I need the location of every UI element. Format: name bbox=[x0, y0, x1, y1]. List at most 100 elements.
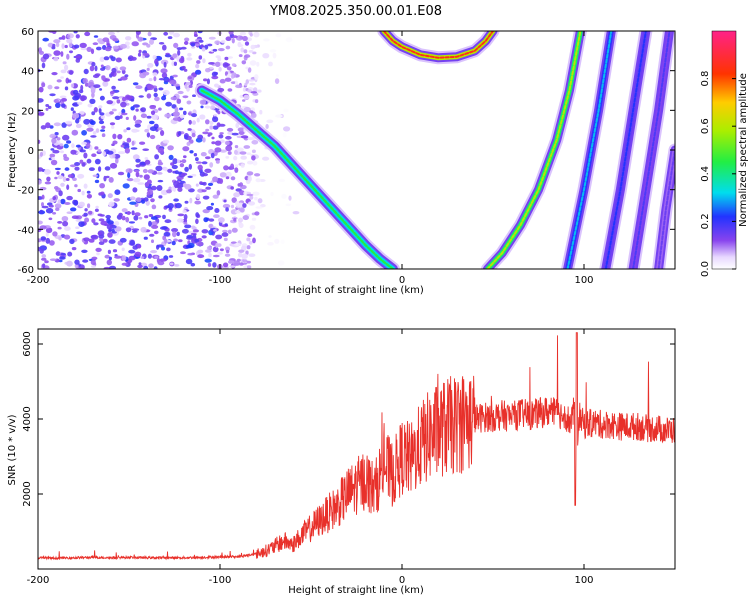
heatmap-noise-cell bbox=[156, 185, 163, 191]
heatmap-noise-cell bbox=[268, 235, 272, 238]
heatmap-noise-cell bbox=[281, 193, 287, 199]
heatmap-noise-cell bbox=[247, 233, 253, 237]
heatmap-noise-cell bbox=[205, 249, 212, 253]
heatmap-noise-cell bbox=[158, 42, 165, 45]
heatmap-noise-cell bbox=[139, 174, 143, 178]
heatmap-noise-cell bbox=[146, 43, 151, 48]
heatmap-noise-cell bbox=[127, 172, 131, 179]
heatmap-noise-cell bbox=[178, 239, 183, 243]
heatmap-noise-cell bbox=[72, 177, 77, 181]
colorbar-tick-label: 0.2 bbox=[700, 213, 711, 229]
heatmap-noise-cell bbox=[160, 68, 168, 74]
heatmap-noise-cell bbox=[246, 260, 251, 264]
heatmap-noise-cell bbox=[83, 118, 91, 125]
heatmap-noise-cell bbox=[252, 237, 256, 244]
heatmap-noise-cell bbox=[96, 252, 100, 256]
heatmap-noise-cell bbox=[41, 82, 46, 88]
heatmap-noise-cell bbox=[95, 128, 100, 133]
heatmap-noise-cell bbox=[247, 175, 252, 182]
heatmap-noise-cell bbox=[81, 249, 88, 253]
heatmap-noise-cell bbox=[195, 218, 199, 225]
heatmap-noise-cell bbox=[53, 39, 61, 44]
heatmap-noise-cell bbox=[173, 32, 180, 38]
heatmap-noise-cell bbox=[267, 242, 274, 246]
heatmap-noise-cell bbox=[186, 141, 191, 146]
heatmap-noise-cell bbox=[202, 209, 210, 214]
heatmap-noise-cell bbox=[98, 166, 102, 172]
heatmap-noise-cell bbox=[63, 153, 67, 159]
heatmap-noise-cell bbox=[238, 131, 245, 135]
heatmap-noise-cell bbox=[67, 251, 73, 257]
heatmap-noise-cell bbox=[121, 112, 128, 116]
heatmap-noise-cell bbox=[121, 247, 125, 252]
heatmap-noise-cell bbox=[65, 178, 70, 181]
heatmap-noise-cell bbox=[45, 122, 51, 129]
heatmap-noise-cell bbox=[211, 141, 216, 145]
heatmap-noise-cell bbox=[114, 115, 121, 121]
heatmap-noise-cell bbox=[244, 82, 248, 87]
heatmap-noise-cell bbox=[111, 231, 117, 234]
heatmap-noise-cell bbox=[202, 137, 206, 143]
heatmap-noise-cell bbox=[252, 191, 260, 196]
heatmap-noise-cell bbox=[226, 66, 232, 71]
heatmap-noise-cell bbox=[199, 99, 207, 105]
heatmap-noise-cell bbox=[47, 105, 52, 109]
heatmap-noise-cell bbox=[130, 56, 137, 61]
heatmap-noise-cell bbox=[204, 258, 212, 263]
heatmap-noise-cell bbox=[166, 247, 171, 252]
heatmap-noise-cell bbox=[266, 119, 274, 124]
heatmap-noise-cell bbox=[187, 252, 194, 256]
heatmap-noise-cell bbox=[163, 31, 169, 36]
heatmap-noise-cell bbox=[151, 239, 154, 243]
heatmap-noise-cell bbox=[209, 125, 214, 130]
heatmap-noise-cell bbox=[149, 233, 155, 237]
heatmap-noise-cell bbox=[81, 130, 87, 136]
heatmap-noise-cell bbox=[69, 50, 73, 54]
heatmap-noise-cell bbox=[55, 102, 61, 109]
heatmap-noise-cell bbox=[101, 133, 106, 138]
heatmap-noise-cell bbox=[249, 195, 254, 200]
heatmap-noise-cell bbox=[186, 57, 193, 61]
heatmap-noise-cell bbox=[227, 229, 232, 234]
heatmap-noise-cell bbox=[97, 213, 103, 217]
heatmap-noise-cell bbox=[98, 107, 102, 114]
heatmap-noise-cell bbox=[209, 162, 214, 168]
heatmap-noise-cell bbox=[86, 46, 92, 53]
heatmap-noise-cell bbox=[122, 96, 127, 102]
heatmap-noise-cell bbox=[111, 85, 116, 90]
heatmap-noise-cell bbox=[241, 60, 247, 65]
heatmap-noise-cell bbox=[201, 189, 207, 193]
heatmap-noise-cell bbox=[205, 186, 212, 190]
heatmap-noise-cell bbox=[125, 227, 132, 233]
heatmap-noise-cell bbox=[173, 61, 177, 66]
y-tick-label: 20 bbox=[21, 106, 34, 117]
heatmap-noise-cell bbox=[233, 192, 241, 198]
heatmap-noise-cell bbox=[208, 252, 212, 258]
heatmap-noise-cell bbox=[172, 231, 177, 238]
heatmap-noise-cell bbox=[137, 264, 143, 269]
heatmap-noise-cell bbox=[240, 163, 245, 168]
heatmap-noise-cell bbox=[202, 173, 208, 177]
heatmap-noise-cell bbox=[222, 229, 228, 233]
heatmap-noise-cell bbox=[41, 254, 47, 259]
heatmap-noise-cell bbox=[255, 178, 262, 183]
heatmap-noise-cell bbox=[194, 238, 200, 243]
heatmap-noise-cell bbox=[159, 258, 167, 262]
heatmap-noise-cell bbox=[187, 52, 192, 57]
heatmap-noise-cell bbox=[224, 140, 230, 146]
heatmap-noise-cell bbox=[119, 43, 127, 49]
heatmap-noise-cell bbox=[98, 120, 105, 125]
heatmap-noise-cell bbox=[162, 89, 170, 96]
heatmap-noise-cell bbox=[153, 87, 158, 92]
heatmap-noise-cell bbox=[247, 201, 256, 206]
heatmap-noise-cell bbox=[230, 176, 236, 181]
heatmap-noise-cell bbox=[73, 200, 79, 206]
heatmap-noise-cell bbox=[57, 199, 61, 205]
heatmap-noise-cell bbox=[149, 120, 155, 125]
heatmap-noise-cell bbox=[161, 95, 167, 101]
heatmap-noise-cell bbox=[131, 210, 135, 216]
heatmap-noise-cell bbox=[246, 193, 254, 197]
heatmap-noise-cell bbox=[82, 78, 88, 84]
heatmap-noise-cell bbox=[183, 214, 188, 220]
heatmap-noise-cell bbox=[150, 216, 158, 220]
